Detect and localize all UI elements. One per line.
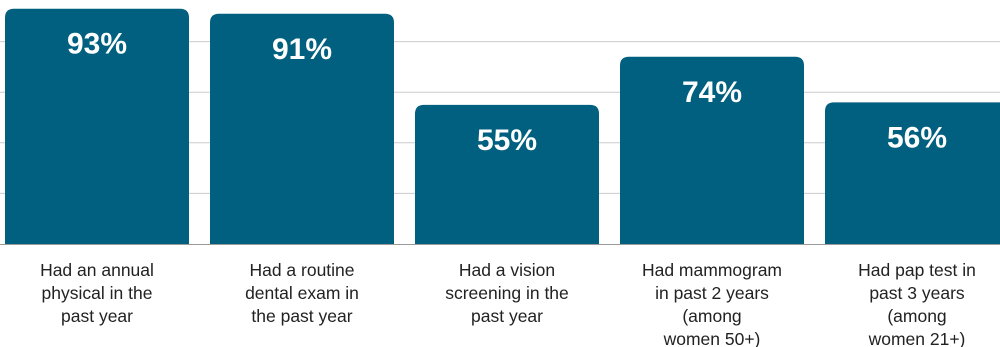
category-label-line: physical in the xyxy=(42,283,153,303)
category-label-line: women 21+) xyxy=(868,329,966,347)
category-labels: Had an annual physical in the past yearHad… xyxy=(40,260,976,347)
bar-value-label: 55% xyxy=(477,124,537,157)
bar-value-label: 56% xyxy=(887,121,947,154)
category-label-line: past year xyxy=(61,306,133,326)
bar xyxy=(210,13,394,244)
category-label-line: past year xyxy=(471,306,543,326)
category-label-line: screening in the xyxy=(445,283,569,303)
category-label-line: dental exam in xyxy=(245,283,359,303)
category-label: Had mammogram in past 2 years (among women … xyxy=(642,260,782,347)
category-label-line: Had mammogram xyxy=(642,260,782,280)
category-label: Had pap test in past 3 years (among women 2… xyxy=(858,260,976,347)
bar xyxy=(5,8,189,244)
bar-value-label: 93% xyxy=(67,28,127,61)
bar xyxy=(825,102,1000,244)
value-labels: 93% 91% 55% 74% 56% xyxy=(67,28,947,157)
category-label-line: the past year xyxy=(251,306,352,326)
category-label-line: in past 2 years xyxy=(655,283,769,303)
category-label-line: women 50+) xyxy=(663,329,761,347)
category-label-line: Had a routine xyxy=(249,260,354,280)
category-label: Had an annual physical in the past year xyxy=(40,260,154,326)
category-label-line: Had a vision xyxy=(459,260,555,280)
category-label-line: Had an annual xyxy=(40,260,154,280)
category-label: Had a routine dental exam in the past year xyxy=(245,260,359,326)
category-label-line: Had pap test in xyxy=(858,260,976,280)
bar-value-label: 91% xyxy=(272,33,332,66)
category-label-line: (among xyxy=(682,306,741,326)
category-label-line: past 3 years xyxy=(869,283,965,303)
category-label: Had a vision screening in the past year xyxy=(445,260,569,326)
bar xyxy=(620,56,804,244)
bar xyxy=(415,104,599,244)
category-label-line: (among xyxy=(887,306,946,326)
bars xyxy=(5,8,1000,244)
bar-value-label: 74% xyxy=(682,76,742,109)
